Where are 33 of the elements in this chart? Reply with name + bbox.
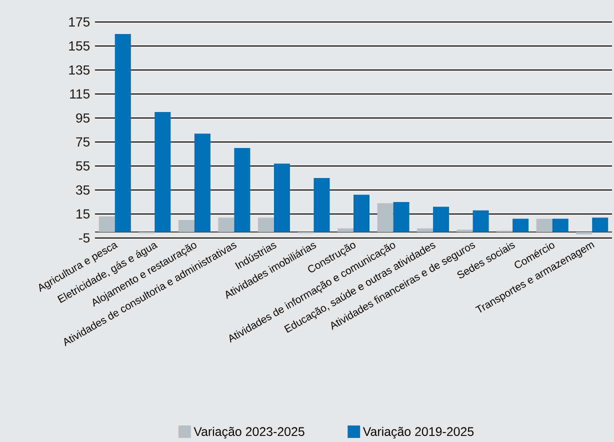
bar: [377, 203, 394, 232]
bar: [154, 112, 171, 232]
bar: [218, 218, 234, 232]
bar: [536, 218, 552, 232]
y-tick-label: 155: [69, 41, 90, 51]
bar: [114, 34, 131, 232]
bar: [258, 218, 274, 232]
y-tick-label: 15: [76, 209, 90, 219]
y-tick-label: 135: [69, 65, 90, 75]
bar: [433, 206, 450, 232]
bar: [417, 228, 434, 232]
bar: [338, 228, 354, 232]
bar: [98, 216, 115, 232]
y-tick-label: 95: [76, 113, 90, 123]
bar: [512, 218, 529, 232]
legend-label: Variação 2019-2025: [362, 426, 474, 439]
bar: [393, 202, 410, 232]
y-tick-label: 55: [76, 161, 90, 171]
y-tick-label: -5: [79, 233, 90, 243]
bar: [194, 134, 210, 232]
y-tick-label: 175: [69, 17, 90, 27]
y-tick-label: 35: [76, 185, 90, 195]
bar: [274, 164, 290, 232]
legend-label: Variação 2023-2025: [194, 426, 304, 439]
y-tick-label: 75: [76, 137, 90, 147]
bar: [472, 210, 489, 232]
bar: [552, 218, 568, 232]
bar: [234, 148, 250, 232]
bar: [314, 178, 330, 232]
bar: [592, 218, 608, 232]
y-tick-label: 115: [70, 89, 90, 99]
bar: [178, 220, 194, 232]
bar: [354, 194, 370, 232]
